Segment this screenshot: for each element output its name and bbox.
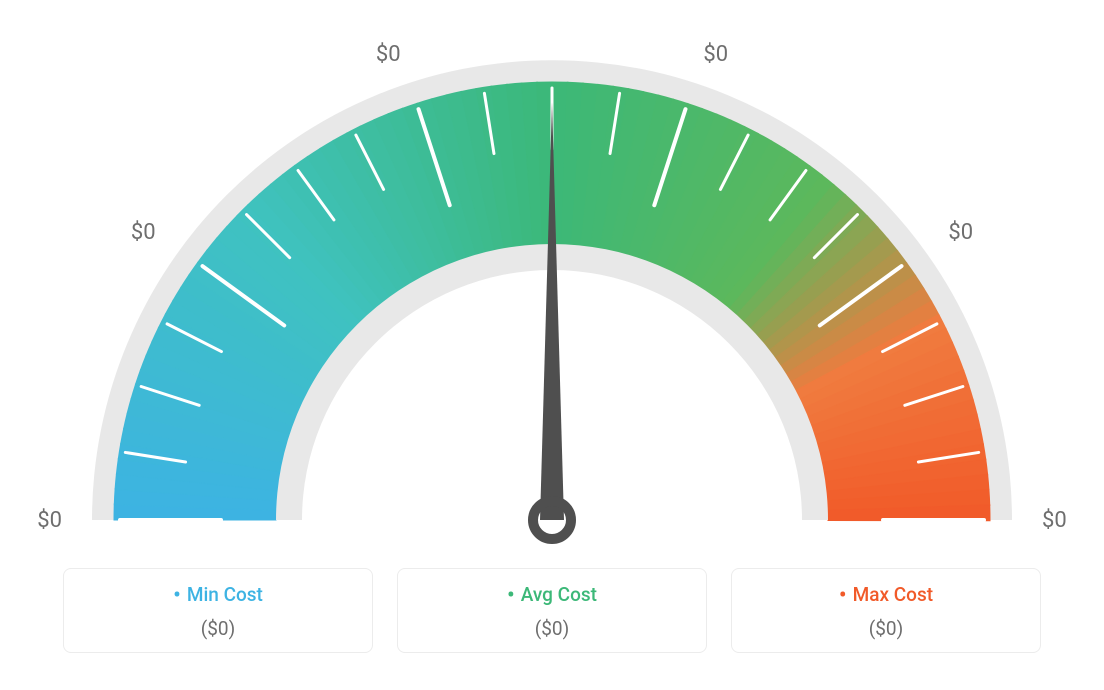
svg-text:$0: $0 [948, 220, 973, 245]
legend-dot-avg: • [507, 583, 515, 608]
legend-title-min: • Min Cost [64, 583, 372, 607]
legend-dot-min: • [173, 583, 181, 608]
svg-text:$0: $0 [1042, 508, 1067, 533]
legend-value-min: ($0) [64, 617, 372, 640]
legend-dot-max: • [839, 583, 847, 608]
legend-card-avg: • Avg Cost ($0) [397, 568, 707, 653]
cost-gauge-chart: $0$0$0$0$0$0$0 [0, 0, 1104, 560]
legend-label-min: Min Cost [187, 583, 263, 606]
legend-label-max: Max Cost [853, 583, 933, 606]
gauge-svg: $0$0$0$0$0$0$0 [0, 0, 1104, 560]
legend-row: • Min Cost ($0) • Avg Cost ($0) • Max Cost … [0, 568, 1104, 653]
svg-text:$0: $0 [703, 42, 728, 67]
svg-text:$0: $0 [131, 220, 156, 245]
legend-label-avg: Avg Cost [521, 583, 597, 606]
legend-card-max: • Max Cost ($0) [731, 568, 1041, 653]
legend-value-max: ($0) [732, 617, 1040, 640]
legend-title-avg: • Avg Cost [398, 583, 706, 607]
svg-text:$0: $0 [37, 508, 62, 533]
legend-value-avg: ($0) [398, 617, 706, 640]
legend-card-min: • Min Cost ($0) [63, 568, 373, 653]
legend-title-max: • Max Cost [732, 583, 1040, 607]
svg-text:$0: $0 [376, 42, 401, 67]
